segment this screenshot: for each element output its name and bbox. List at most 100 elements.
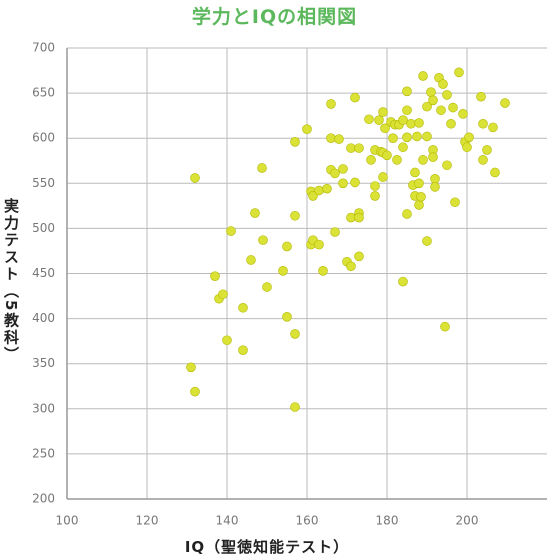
point	[282, 241, 292, 252]
point	[412, 131, 422, 142]
point	[500, 98, 510, 108]
point	[330, 168, 340, 179]
point	[478, 118, 488, 129]
point	[322, 183, 332, 194]
point	[374, 115, 384, 125]
point	[302, 124, 312, 134]
point	[326, 133, 336, 143]
point	[482, 145, 492, 155]
point	[448, 102, 458, 113]
point	[398, 115, 408, 125]
point	[366, 155, 376, 165]
point	[290, 210, 300, 221]
point	[282, 311, 292, 322]
x-axis-label: IQ（聖徳知能テスト）	[184, 538, 350, 556]
point	[226, 226, 236, 236]
y-tick-label: 200	[32, 492, 55, 506]
y-axis-label: 実力テスト（5教科）	[2, 198, 20, 364]
point	[422, 101, 432, 112]
x-tick-label: 120	[136, 514, 159, 528]
point	[454, 67, 464, 78]
x-tick-label: 140	[216, 514, 239, 528]
point	[426, 87, 436, 97]
point	[354, 251, 364, 262]
point	[364, 114, 374, 125]
point	[218, 289, 228, 300]
y-tick-label: 400	[32, 311, 55, 325]
point	[210, 271, 220, 282]
x-tick-label: 180	[376, 514, 399, 528]
point	[478, 155, 488, 165]
point	[402, 105, 412, 116]
y-tick-label: 350	[32, 356, 55, 370]
point	[450, 197, 460, 208]
point	[440, 321, 450, 332]
point	[380, 123, 390, 134]
point	[442, 160, 452, 171]
x-tick-label: 200	[456, 514, 479, 528]
point	[402, 132, 412, 143]
point	[392, 155, 402, 165]
point	[418, 155, 428, 165]
point	[398, 142, 408, 153]
y-tick-label: 300	[32, 401, 55, 415]
point	[422, 131, 432, 142]
y-tick-label: 550	[32, 176, 55, 190]
point	[346, 261, 356, 272]
point	[414, 118, 424, 128]
point	[382, 150, 392, 161]
point	[388, 133, 398, 143]
point	[338, 178, 348, 189]
y-tick-label: 600	[32, 131, 55, 145]
y-tick-label: 250	[32, 446, 55, 460]
point	[398, 276, 408, 287]
point	[402, 209, 412, 219]
point	[290, 329, 300, 339]
point	[334, 134, 344, 144]
x-tick-label: 100	[56, 514, 79, 528]
point	[186, 362, 196, 373]
point	[338, 164, 348, 174]
y-tick-label: 700	[32, 41, 55, 55]
point	[258, 235, 268, 245]
point	[326, 99, 336, 109]
point	[416, 192, 426, 202]
point	[190, 386, 200, 397]
point	[246, 255, 256, 265]
y-tick-label: 500	[32, 221, 55, 235]
point	[462, 142, 472, 153]
point	[290, 137, 300, 147]
point	[378, 172, 388, 182]
point	[428, 152, 438, 162]
point	[190, 173, 200, 183]
point	[346, 143, 356, 153]
point	[430, 173, 440, 184]
point	[290, 402, 300, 412]
point	[458, 109, 468, 119]
point	[490, 167, 500, 178]
point	[314, 185, 324, 196]
point	[238, 302, 248, 313]
point	[354, 143, 364, 153]
point	[418, 71, 428, 81]
point	[346, 212, 356, 223]
point	[222, 335, 232, 346]
point	[414, 178, 424, 189]
point	[250, 208, 260, 218]
point	[314, 239, 324, 250]
point	[370, 191, 380, 201]
point	[464, 132, 474, 143]
point	[402, 86, 412, 97]
point	[476, 91, 486, 102]
x-tick-label: 160	[296, 514, 319, 528]
point	[422, 236, 432, 246]
point	[238, 345, 248, 355]
y-tick-label: 650	[32, 86, 55, 100]
point	[350, 177, 360, 188]
point	[428, 95, 438, 106]
point	[318, 265, 328, 276]
chart-title: 学力とIQの相関図	[191, 6, 358, 28]
point	[350, 92, 360, 103]
point	[308, 191, 318, 201]
